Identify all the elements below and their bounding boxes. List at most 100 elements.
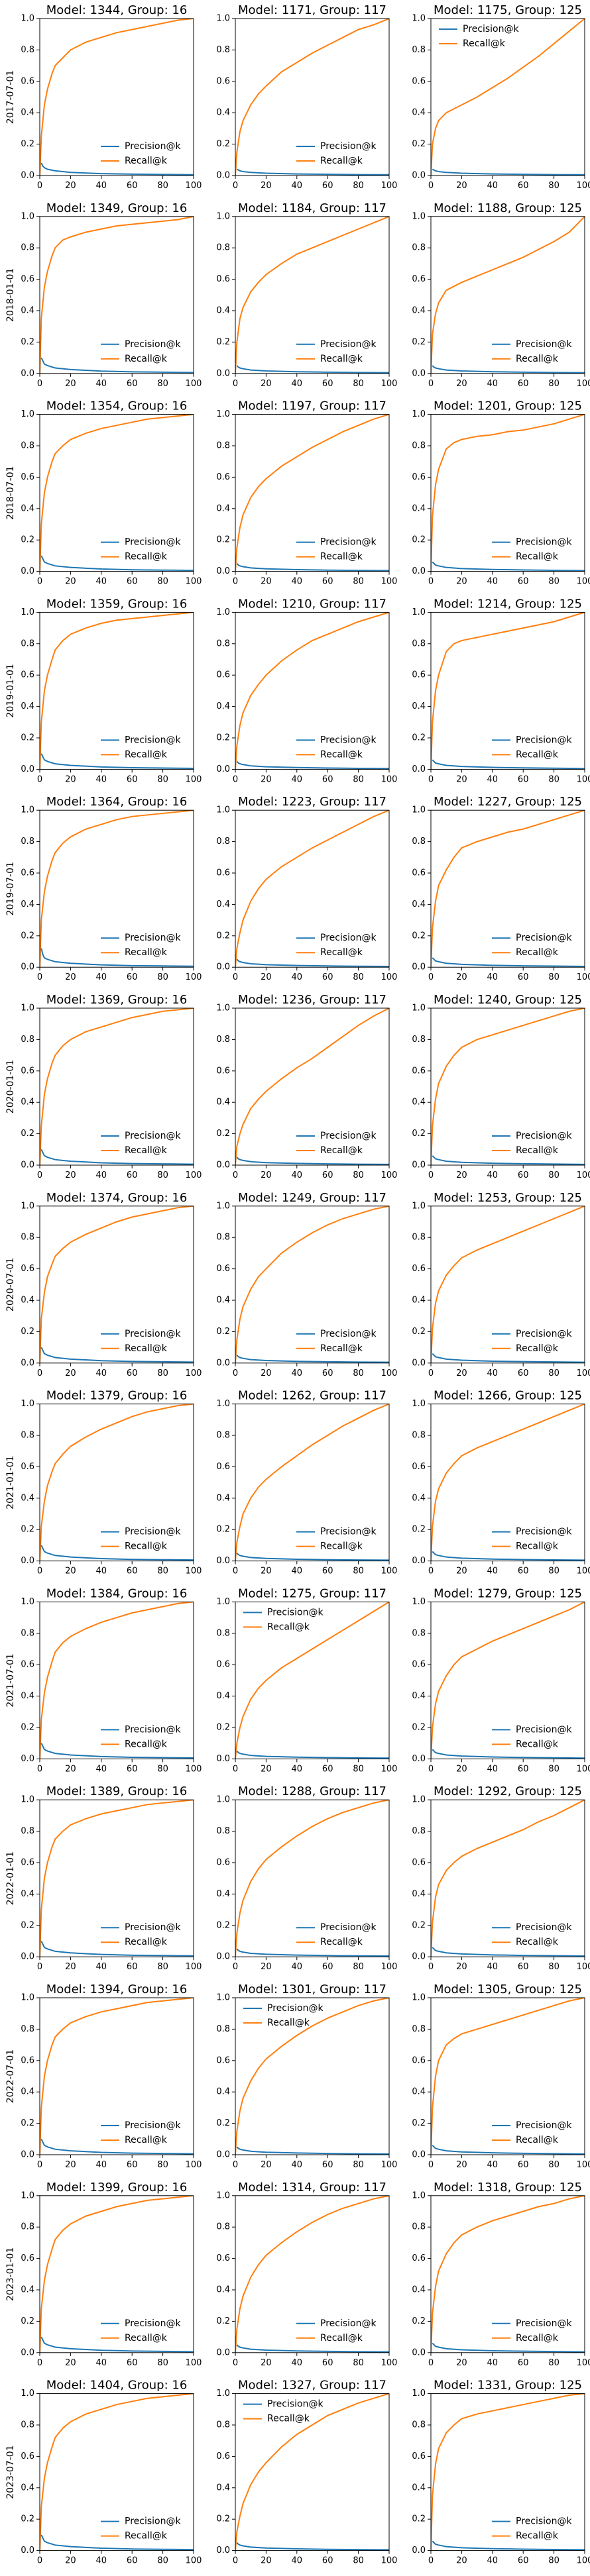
x-tick-label: 0 <box>428 2358 434 2368</box>
y-tick-label: 0.0 <box>21 764 34 774</box>
x-tick-label: 80 <box>157 774 168 784</box>
x-tick-label: 60 <box>322 972 333 982</box>
y-tick-label: 0.2 <box>412 1723 426 1733</box>
recall-legend-label: Recall@k <box>125 1739 168 1749</box>
legend: Precision@k Recall@k <box>101 1131 181 1156</box>
y-tick-label: 0.4 <box>216 1098 230 1108</box>
y-tick-label: 0.0 <box>216 2546 230 2555</box>
y-tick-label: 1.0 <box>21 1399 34 1409</box>
x-tick-label: 40 <box>292 774 303 784</box>
axes-frame <box>430 1404 585 1562</box>
x-tick-label: 80 <box>157 1368 168 1378</box>
x-tick-label: 80 <box>353 2358 364 2368</box>
y-tick-label: 0.2 <box>21 1327 34 1337</box>
recall-legend-label: Recall@k <box>320 1541 363 1552</box>
y-tick-label: 0.0 <box>216 566 230 576</box>
recall-legend-label: Recall@k <box>516 1937 559 1947</box>
y-tick-label: 0.2 <box>216 1327 230 1337</box>
subplot-title: Model: 1331, Group: 125 <box>434 2379 582 2393</box>
y-tick-label: 0.8 <box>21 1431 34 1441</box>
x-tick-label: 60 <box>518 1368 529 1378</box>
axes-frame <box>430 1799 585 1957</box>
y-tick-label: 0.6 <box>216 274 230 284</box>
legend: Precision@k Recall@k <box>101 1329 181 1354</box>
subplot-title: Model: 1314, Group: 117 <box>238 2181 386 2194</box>
x-tick-label: 60 <box>518 2358 529 2368</box>
x-tick-label: 100 <box>577 2358 590 2368</box>
precision-line <box>432 168 585 176</box>
row-label: 2022-07-01 <box>5 2049 16 2103</box>
row-label: 2018-07-01 <box>5 466 16 519</box>
axes-frame <box>235 216 390 374</box>
recall-line <box>235 1602 389 1759</box>
recall-line <box>235 2393 389 2551</box>
y-tick-label: 1.0 <box>21 2190 34 2200</box>
axes-frame <box>39 2393 194 2551</box>
x-tick-label: 20 <box>261 379 272 389</box>
x-tick-label: 80 <box>353 181 364 191</box>
recall-legend-label: Recall@k <box>267 1622 310 1632</box>
x-tick-label: 40 <box>96 379 107 389</box>
x-tick-label: 80 <box>548 1170 560 1180</box>
precision-line <box>236 365 389 374</box>
y-tick-label: 1.0 <box>412 211 426 221</box>
axes-frame <box>235 809 390 968</box>
x-tick-label: 0 <box>428 774 434 784</box>
recall-legend-label: Recall@k <box>320 947 363 958</box>
legend: Precision@k Recall@k <box>492 1329 572 1354</box>
y-tick-label: 1.0 <box>412 607 426 617</box>
axes-frame <box>235 611 390 770</box>
y-tick-label: 0.8 <box>216 45 230 55</box>
x-tick-label: 60 <box>127 181 138 191</box>
x-tick-label: 40 <box>487 181 499 191</box>
precision-line <box>432 1947 585 1957</box>
y-tick-label: 1.0 <box>216 1795 230 1805</box>
axes-frame <box>235 2195 390 2353</box>
y-tick-label: 0.6 <box>21 868 34 878</box>
x-tick-label: 60 <box>322 379 333 389</box>
y-tick-label: 0.8 <box>412 1826 426 1836</box>
subplot: Model: 1262, Group: 117 0 20 40 60 80 100 0.0 0.… <box>216 1389 397 1576</box>
x-tick-label: 0 <box>428 1368 434 1378</box>
y-tick-label: 0.8 <box>412 243 426 253</box>
x-tick-label: 0 <box>233 2160 238 2170</box>
y-tick-label: 0.4 <box>216 701 230 711</box>
x-tick-label: 60 <box>518 379 529 389</box>
y-tick-label: 0.4 <box>216 503 230 513</box>
x-tick-label: 60 <box>127 1368 138 1378</box>
legend: Precision@k Recall@k <box>296 537 377 562</box>
subplot: Model: 1301, Group: 117 0 20 40 60 80 100 0.0 0.… <box>216 1983 397 2170</box>
y-tick-label: 0.2 <box>216 931 230 941</box>
precision-line <box>432 1353 585 1363</box>
precision-line <box>236 1355 389 1363</box>
y-tick-label: 1.0 <box>21 607 34 617</box>
recall-line <box>40 2195 194 2353</box>
x-tick-label: 80 <box>353 1962 364 1972</box>
precision-legend-label: Precision@k <box>125 933 181 943</box>
x-tick-label: 60 <box>322 2160 333 2170</box>
recall-line <box>235 1206 389 1363</box>
x-tick-label: 40 <box>292 379 303 389</box>
legend: Precision@k Recall@k <box>296 1131 377 1156</box>
precision-line <box>432 2540 585 2551</box>
recall-line <box>235 216 389 374</box>
y-tick-label: 0.0 <box>216 764 230 774</box>
x-tick-label: 20 <box>261 2556 272 2566</box>
legend: Precision@k Recall@k <box>296 141 377 166</box>
legend: Precision@k Recall@k <box>492 2120 572 2145</box>
subplot: Model: 1314, Group: 117 0 20 40 60 80 100 0.0 0.… <box>216 2181 397 2368</box>
y-tick-label: 0.2 <box>412 139 426 149</box>
x-tick-label: 20 <box>65 1368 76 1378</box>
axes-frame <box>39 1007 194 1166</box>
x-tick-label: 100 <box>186 1567 202 1576</box>
y-tick-label: 0.0 <box>21 2546 34 2555</box>
precision-legend-label: Precision@k <box>320 1329 377 1339</box>
y-tick-label: 0.0 <box>21 1358 34 1368</box>
y-tick-label: 0.0 <box>216 2150 230 2160</box>
x-tick-label: 40 <box>292 577 303 587</box>
axes-frame <box>235 414 390 572</box>
y-tick-label: 1.0 <box>21 1201 34 1211</box>
precision-legend-label: Precision@k <box>516 1922 572 1933</box>
x-tick-label: 100 <box>577 2556 590 2566</box>
x-tick-label: 60 <box>322 2556 333 2566</box>
